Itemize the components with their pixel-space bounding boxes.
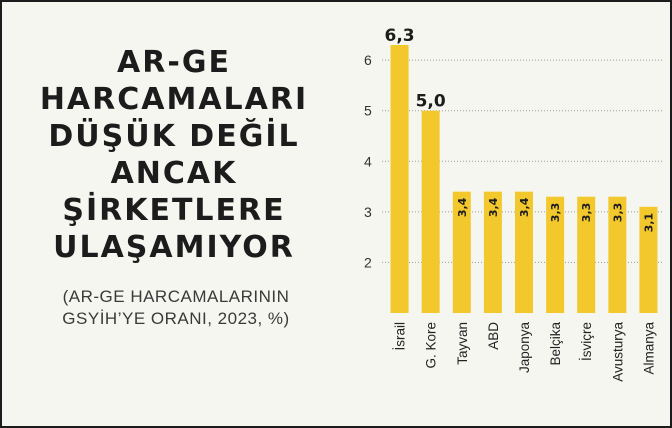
chart-subtitle: (AR-GE HARCAMALARININ GSYİH’YE ORANI, 20… bbox=[62, 287, 290, 328]
data-label: 3,4 bbox=[518, 197, 531, 217]
chart-title: AR-GE HARCAMALARI DÜŞÜK DEĞİL ANCAK ŞİRK… bbox=[39, 45, 309, 265]
x-tick-label: Belçika bbox=[548, 322, 563, 366]
x-tick-label: Tayvan bbox=[455, 322, 470, 365]
x-tick-label: Avusturya bbox=[610, 322, 625, 382]
bar-2 bbox=[421, 110, 440, 314]
bar-4 bbox=[483, 191, 502, 313]
data-label: 3,4 bbox=[456, 197, 469, 217]
y-tick-label: 2 bbox=[364, 254, 372, 270]
data-label: 3,4 bbox=[487, 197, 500, 217]
x-tick-label: İsviçre bbox=[579, 322, 594, 361]
y-tick-label: 6 bbox=[364, 52, 372, 68]
bar-3 bbox=[452, 191, 471, 313]
bar-9 bbox=[639, 206, 658, 313]
y-tick-label: 5 bbox=[364, 103, 372, 119]
bar-7 bbox=[577, 196, 596, 313]
data-label: 3,1 bbox=[642, 213, 655, 233]
x-tick-label: ABD bbox=[486, 322, 501, 350]
x-tick-label: G. Kore bbox=[424, 322, 439, 369]
data-label: 5,0 bbox=[416, 92, 446, 112]
bar-chart: 2 3 4 5 6 6,3 İsrail 5,0 G. Kore 3,4 Tayvan 3,4 ABD 3… bbox=[364, 26, 662, 382]
data-label: 3,3 bbox=[611, 203, 624, 223]
x-tick-label: Almanya bbox=[641, 322, 656, 375]
bar-6 bbox=[546, 196, 565, 313]
bar-5 bbox=[515, 191, 533, 313]
bar-1 bbox=[390, 45, 409, 313]
x-tick-label: İsrail bbox=[393, 322, 408, 351]
data-label: 3,3 bbox=[549, 203, 562, 223]
x-tick-label: Japonya bbox=[517, 322, 532, 374]
y-tick-label: 3 bbox=[364, 204, 372, 220]
data-label: 6,3 bbox=[384, 26, 414, 46]
y-tick-label: 4 bbox=[364, 153, 372, 169]
bar-8 bbox=[608, 196, 627, 313]
data-label: 3,3 bbox=[580, 203, 593, 223]
